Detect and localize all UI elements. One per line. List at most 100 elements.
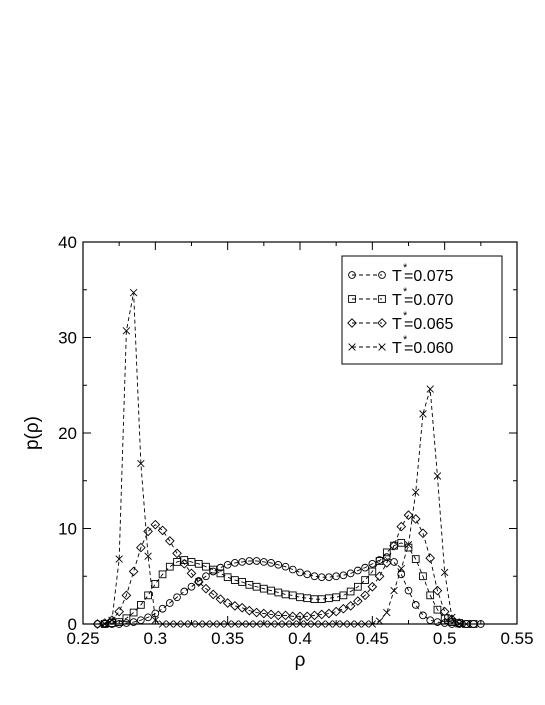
- data-point: [353, 596, 363, 606]
- data-point: [201, 583, 211, 594]
- data-point: [281, 562, 290, 571]
- data-point: [361, 576, 369, 584]
- data-point: [404, 586, 413, 595]
- data-point: [122, 327, 131, 335]
- data-point: [338, 603, 349, 614]
- data-point: [267, 559, 275, 567]
- data-point: [129, 288, 138, 297]
- legend-label-value: =0.060: [404, 340, 453, 357]
- data-point: [208, 589, 219, 600]
- legend-label-value: =0.075: [404, 268, 453, 285]
- data-point: [230, 601, 240, 611]
- data-point: [325, 573, 333, 582]
- data-point: [92, 619, 103, 629]
- data-point: [410, 514, 421, 524]
- data-point: [165, 562, 174, 571]
- x-tick-label: 0.4: [288, 629, 312, 648]
- legend-marker: [348, 343, 356, 351]
- data-point: [354, 582, 362, 591]
- data-point: [303, 570, 312, 579]
- data-point: [374, 571, 385, 582]
- data-point: [397, 538, 406, 547]
- data-point: [186, 568, 197, 579]
- data-point: [157, 525, 168, 536]
- data-point: [389, 540, 399, 551]
- data-point: [266, 609, 276, 620]
- legend-item: T *=0.075: [348, 262, 453, 285]
- data-point: [143, 526, 153, 537]
- data-point: [223, 560, 232, 569]
- data-point: [426, 591, 435, 600]
- data-point: [172, 548, 182, 559]
- data-point: [165, 599, 174, 607]
- legend-marker: [377, 318, 387, 328]
- data-point: [411, 601, 420, 609]
- data-point: [137, 459, 145, 468]
- data-point: [439, 606, 450, 617]
- data-point: [397, 570, 406, 579]
- legend-marker: [348, 295, 356, 303]
- data-point: [273, 610, 284, 621]
- data-point: [164, 536, 175, 546]
- series-line: [104, 542, 474, 625]
- data-point: [280, 610, 291, 621]
- data-point: [382, 548, 391, 557]
- legend-label: T: [392, 292, 402, 309]
- legend-item: T *=0.060: [348, 334, 453, 357]
- data-point: [238, 558, 246, 566]
- data-point: [397, 564, 405, 573]
- legend-label-sup: *: [403, 286, 408, 298]
- data-point: [136, 542, 146, 553]
- data-point: [202, 572, 210, 581]
- data-point: [251, 607, 262, 618]
- legend-label: T: [392, 316, 402, 333]
- data-point: [316, 609, 327, 620]
- data-point: [368, 567, 377, 576]
- data-point: [193, 577, 204, 587]
- data-point: [324, 608, 334, 619]
- data-point: [339, 571, 348, 580]
- data-point: [151, 580, 160, 588]
- x-tick-label: 0.55: [500, 629, 533, 648]
- data-point: [173, 593, 181, 602]
- data-point: [419, 611, 427, 620]
- legend-item: T *=0.065: [347, 310, 453, 333]
- legend-label-sup: *: [403, 334, 408, 346]
- data-point: [274, 560, 283, 569]
- data-point: [296, 568, 304, 577]
- data-point: [339, 591, 348, 600]
- series-line: [97, 556, 481, 625]
- data-point: [403, 510, 414, 520]
- data-point: [404, 541, 413, 549]
- legend-marker: [348, 271, 356, 279]
- data-point: [346, 569, 355, 578]
- data-point: [180, 587, 189, 596]
- data-point: [412, 488, 420, 496]
- data-point: [448, 613, 456, 622]
- data-point: [259, 558, 268, 566]
- data-point: [223, 573, 232, 582]
- data-point: [426, 385, 434, 393]
- data-point: [215, 594, 226, 605]
- x-tick-label: 0.45: [356, 629, 389, 648]
- data-point: [144, 613, 152, 622]
- data-point: [128, 566, 139, 577]
- y-axis-label: p(ρ): [22, 416, 43, 450]
- legend-box: [341, 255, 503, 365]
- data-point: [158, 604, 167, 613]
- data-point: [381, 558, 392, 568]
- axes: 0.25 0.3 0.35 0.4 0.45 0.5 0.55 0 10 20 30 40 ρ p(ρ): [22, 233, 534, 671]
- data-point: [375, 557, 384, 565]
- legend-label-sup: *: [403, 262, 408, 274]
- data-point: [354, 566, 362, 575]
- data-point: [252, 557, 261, 565]
- y-tick-label: 10: [58, 520, 77, 539]
- data-point: [396, 521, 407, 532]
- y-tick-label: 40: [58, 233, 77, 252]
- data-point: [287, 611, 298, 622]
- x-tick-label: 0.25: [66, 629, 99, 648]
- data-point: [331, 606, 342, 617]
- x-tick-label: 0.35: [211, 629, 244, 648]
- data-point: [281, 590, 290, 599]
- data-point: [426, 616, 435, 625]
